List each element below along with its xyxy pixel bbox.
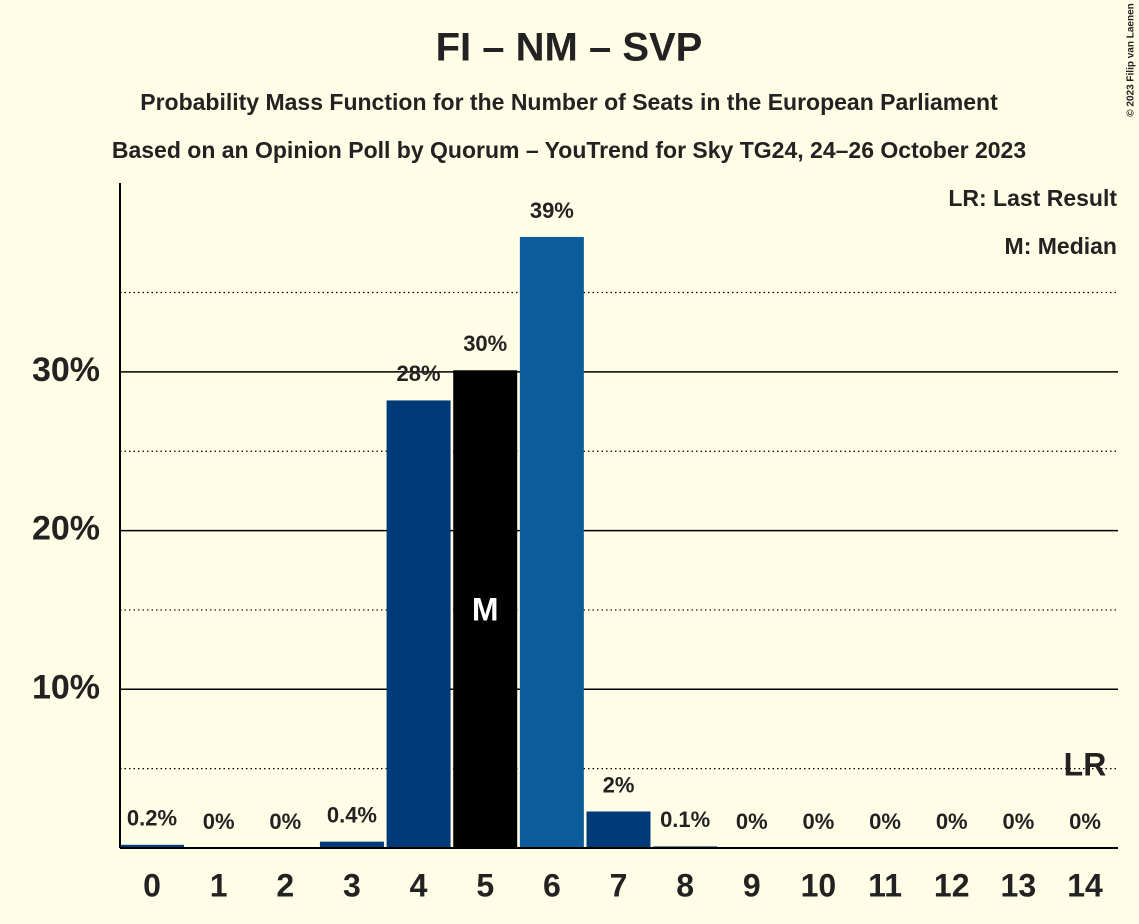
bar [519, 236, 584, 849]
value-label: 0% [269, 809, 301, 834]
y-tick-label: 20% [32, 510, 100, 548]
value-label: 0.2% [127, 806, 177, 831]
x-tick-label: 3 [343, 867, 361, 903]
x-tick-label: 5 [476, 867, 494, 903]
legend-entry: M: Median [1005, 233, 1117, 259]
value-label: 0.1% [660, 807, 710, 832]
y-tick-label: 10% [32, 668, 100, 706]
subtitle: Based on an Opinion Poll by Quorum – You… [112, 137, 1026, 163]
x-tick-label: 9 [743, 867, 761, 903]
x-tick-label: 14 [1067, 867, 1103, 903]
x-tick-label: 4 [410, 867, 428, 903]
bar [319, 841, 384, 848]
last-result-marker: LR [1064, 746, 1107, 782]
x-tick-label: 12 [934, 867, 970, 903]
value-label: 28% [397, 361, 441, 386]
x-tick-label: 13 [1001, 867, 1037, 903]
legend-entry: LR: Last Result [948, 185, 1117, 211]
x-tick-label: 1 [210, 867, 228, 903]
value-label: 0% [803, 809, 835, 834]
value-label: 30% [463, 331, 507, 356]
x-tick-label: 11 [868, 867, 902, 903]
median-marker: M [472, 591, 499, 627]
chart-title: FI – NM – SVP [436, 26, 703, 70]
x-tick-label: 10 [801, 867, 837, 903]
value-label: 0% [936, 809, 968, 834]
value-label: 0% [203, 809, 235, 834]
value-label: 0% [1069, 809, 1101, 834]
subtitle: Probability Mass Function for the Number… [140, 89, 998, 115]
bar [386, 400, 451, 848]
value-label: 39% [530, 198, 574, 223]
value-label: 0.4% [327, 802, 377, 827]
value-label: 0% [1002, 809, 1034, 834]
value-label: 0% [869, 809, 901, 834]
copyright: © 2023 Filip van Laenen [1126, 3, 1137, 117]
x-tick-label: 6 [543, 867, 561, 903]
x-tick-label: 2 [276, 867, 294, 903]
bar [586, 811, 651, 848]
bar [453, 370, 518, 848]
bar [120, 844, 184, 848]
x-tick-label: 0 [143, 867, 161, 903]
x-tick-label: 7 [610, 867, 628, 903]
value-label: 0% [736, 809, 768, 834]
value-label: 2% [603, 772, 635, 797]
y-tick-label: 30% [32, 351, 100, 389]
x-tick-label: 8 [676, 867, 694, 903]
